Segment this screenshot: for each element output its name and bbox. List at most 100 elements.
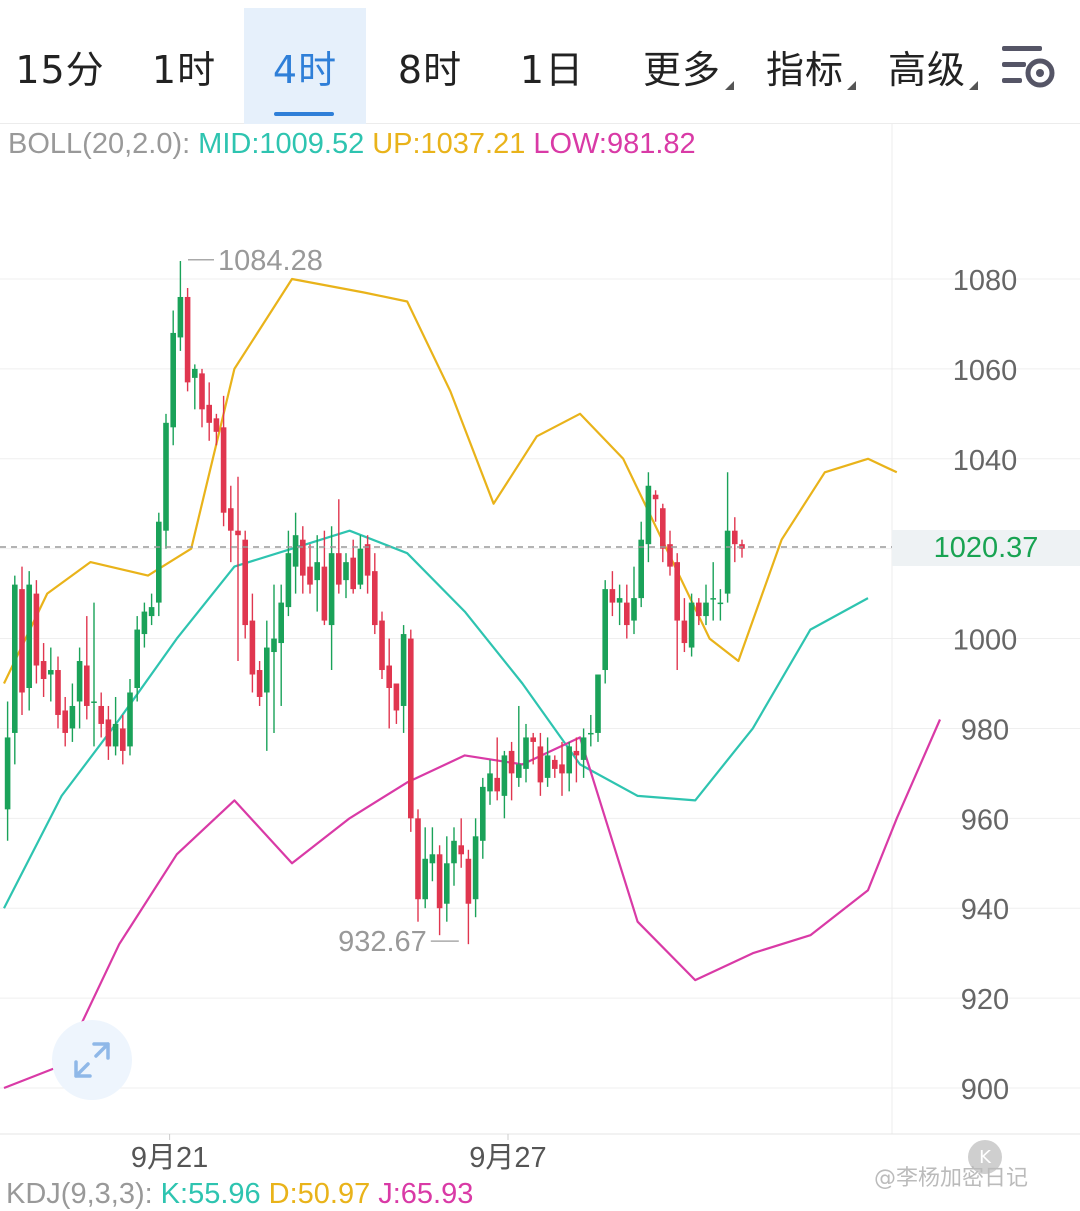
candlestick-chart[interactable]: 108010601040102010009809609409209009月219…	[0, 124, 1080, 1174]
candle-body	[602, 589, 608, 671]
candle-body	[40, 661, 47, 680]
boll-mid-line	[3, 529, 869, 909]
high-price-label: 1084.28	[218, 245, 323, 277]
tab-advanced[interactable]: 高级	[874, 8, 980, 124]
y-tick-label: 900	[961, 1074, 1009, 1106]
candle-body	[660, 508, 666, 549]
candle-body	[451, 840, 457, 864]
boll-up: UP:1037.21	[372, 128, 526, 160]
candle-body	[300, 539, 306, 576]
candle-body	[84, 665, 90, 706]
candle-body	[76, 661, 83, 702]
candle-body	[357, 548, 364, 585]
candle-body	[4, 737, 11, 810]
candle-body	[48, 670, 54, 675]
candle-body	[472, 836, 479, 900]
boll-mid: MID:1009.52	[198, 128, 365, 160]
fullscreen-button[interactable]	[52, 1020, 132, 1100]
current-price-tag: 1020.37	[892, 530, 1080, 566]
candle-body	[688, 602, 695, 648]
kdj-k: K:55.96	[160, 1178, 261, 1210]
candle-body	[26, 584, 32, 688]
candle-body	[516, 764, 522, 778]
candle-body	[278, 602, 284, 644]
candle-body	[271, 638, 277, 653]
low-price-label: 932.67	[338, 926, 427, 958]
chart-settings-icon[interactable]	[1000, 42, 1058, 92]
tab-4h[interactable]: 4时	[244, 8, 366, 124]
candle-body	[12, 584, 18, 733]
candle-body	[393, 683, 400, 711]
candle-body	[458, 845, 464, 855]
candle-body	[465, 858, 472, 904]
x-tick-label: 9月21	[131, 1142, 208, 1174]
candle-body	[508, 750, 515, 774]
boll-lower-line	[3, 719, 942, 1090]
candle-body	[501, 755, 508, 796]
candle-body	[573, 750, 580, 756]
candle-body	[206, 404, 212, 423]
candle-body	[120, 728, 126, 751]
candle-body	[55, 670, 61, 715]
candle-body	[372, 571, 378, 626]
candle-body	[523, 737, 529, 769]
candle-body	[112, 723, 119, 747]
active-tab-underline	[274, 112, 334, 116]
boll-upper-line	[3, 277, 898, 684]
candle-body	[609, 589, 616, 603]
dropdown-caret-icon	[969, 81, 978, 90]
candle-body	[33, 593, 40, 666]
candle-body	[422, 858, 428, 900]
candle-body	[703, 602, 709, 617]
candle-body	[228, 508, 234, 531]
candle-body	[487, 773, 493, 792]
y-tick-label: 1080	[953, 265, 1018, 297]
candle-body	[595, 674, 601, 733]
candle-body	[530, 737, 536, 742]
tab-1d[interactable]: 1日	[519, 47, 585, 92]
candle-body	[638, 539, 644, 599]
y-tick-label: 1000	[953, 625, 1018, 657]
candle-body	[307, 566, 313, 585]
candle-body	[436, 854, 443, 909]
candle-body	[400, 634, 407, 706]
candle-body	[544, 755, 551, 778]
watermark: K @李杨加密日记	[870, 1140, 1080, 1202]
kdj-d: D:50.97	[268, 1178, 371, 1210]
candle-body	[732, 530, 738, 545]
tab-1h[interactable]: 1时	[151, 47, 217, 92]
candle-body	[220, 427, 227, 513]
candle-body	[350, 557, 356, 590]
candle-body	[415, 818, 421, 900]
tab-more[interactable]: 更多	[628, 8, 736, 124]
y-tick-label: 960	[961, 804, 1009, 836]
candle-body	[624, 602, 630, 626]
candle-body	[379, 620, 385, 671]
candle-body	[408, 638, 414, 819]
candle-body	[292, 535, 299, 567]
candle-body	[285, 553, 292, 608]
candle-body	[494, 777, 500, 792]
candle-body	[429, 854, 436, 864]
candle-body	[184, 296, 191, 383]
candle-body	[264, 647, 270, 693]
candle-body	[696, 602, 702, 617]
candle-body	[724, 530, 731, 594]
candle-body	[645, 485, 652, 545]
y-tick-label: 920	[961, 984, 1009, 1016]
candle-body	[141, 611, 148, 635]
boll-name: BOLL(20,2.0):	[8, 128, 191, 160]
tab-8h[interactable]: 8时	[397, 47, 463, 92]
candle-body	[336, 553, 342, 585]
tab-indicators[interactable]: 指标	[752, 8, 858, 124]
candle-body	[717, 602, 724, 605]
candle-body	[552, 759, 558, 769]
candle-body	[343, 562, 349, 581]
candle-body	[98, 705, 104, 724]
dropdown-caret-icon	[725, 81, 734, 90]
tab-15min[interactable]: 15分	[15, 47, 105, 92]
candle-body	[148, 607, 155, 617]
candle-body	[19, 589, 25, 693]
candle-body	[314, 562, 320, 581]
candle-body	[69, 705, 76, 729]
